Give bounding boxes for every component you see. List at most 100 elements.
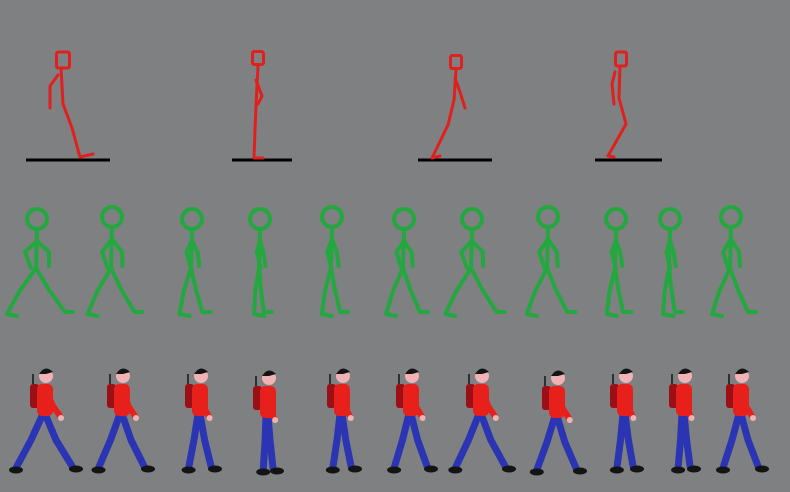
backpack (726, 384, 735, 408)
front-arm (110, 237, 125, 268)
torso (452, 68, 458, 102)
stick-frame-11 (710, 205, 758, 318)
stick-frame-3 (177, 207, 213, 318)
stick-frame-10 (658, 207, 685, 318)
front-leg (196, 410, 215, 470)
arm (682, 387, 694, 419)
arm (409, 387, 425, 419)
key-poses-row (26, 50, 662, 162)
back-leg (390, 410, 413, 472)
hair (735, 368, 749, 374)
hand (688, 415, 695, 421)
arm (555, 389, 572, 421)
arm (43, 387, 63, 419)
front-leg (264, 412, 277, 472)
hair (619, 368, 633, 374)
front-leg (667, 266, 685, 314)
front-arm (470, 239, 486, 268)
backpack (396, 384, 405, 408)
hair (336, 368, 350, 374)
front-shoe (69, 465, 83, 473)
stick-frame-8 (524, 205, 578, 318)
front-shoe (630, 465, 644, 473)
back-leg (533, 412, 559, 474)
back-leg (613, 410, 627, 472)
arm (254, 78, 264, 106)
front-shoe (348, 465, 362, 473)
front-shoe (208, 465, 222, 473)
character-frame-1 (9, 368, 83, 474)
arm (120, 387, 138, 419)
back-leg (443, 266, 473, 318)
hair (39, 368, 53, 374)
key-pose-1 (26, 50, 110, 162)
hand (492, 415, 499, 421)
hair (405, 368, 419, 374)
back-shoe (529, 468, 544, 476)
stick-frame-1 (5, 207, 75, 318)
arm (479, 387, 498, 419)
hand (347, 415, 354, 421)
front-leg (553, 412, 580, 472)
back-leg (719, 410, 743, 472)
back-arm (23, 239, 39, 270)
back-leg (524, 266, 549, 318)
arm (453, 76, 467, 110)
front-leg (728, 266, 758, 314)
front-arm (546, 237, 560, 268)
back-arm (721, 237, 733, 270)
front-shoe (424, 465, 438, 473)
front-leg (329, 266, 351, 314)
back-leg (85, 266, 113, 318)
front-arm (668, 239, 678, 268)
torso (59, 66, 65, 106)
front-leg (118, 410, 148, 470)
front-arm (402, 239, 415, 268)
back-shoe (671, 466, 686, 474)
hair (551, 370, 565, 376)
front-shoe (141, 465, 155, 473)
head (251, 50, 265, 66)
character-frame-8 (529, 370, 587, 476)
arm (610, 70, 617, 106)
front-shoe (573, 467, 587, 475)
torso (401, 227, 406, 270)
stick-frame-4 (248, 207, 274, 318)
hand (630, 415, 637, 421)
hair (262, 370, 276, 376)
front-leg (41, 410, 76, 470)
back-leg (451, 410, 483, 472)
character-frame-11 (716, 368, 769, 474)
front-leg (189, 266, 213, 314)
front-arm (330, 237, 341, 268)
back-arm (184, 239, 194, 270)
key-pose-3 (418, 54, 492, 162)
key-pose-4 (595, 50, 662, 162)
back-leg (661, 266, 676, 318)
character-frame-7 (448, 368, 516, 474)
hand (566, 417, 573, 423)
hand (133, 415, 139, 421)
back-leg (710, 266, 732, 318)
front-leg (401, 266, 430, 314)
torso (728, 225, 733, 270)
torso (469, 227, 474, 270)
back-arm (664, 239, 673, 270)
front-leg (621, 410, 637, 470)
hair (116, 368, 130, 374)
front-shoe (270, 467, 284, 475)
front-shoe (502, 465, 516, 473)
back-leg (604, 266, 619, 318)
hair (194, 368, 208, 374)
back-shoe (91, 466, 106, 474)
back-leg (5, 266, 38, 318)
front-shoe (687, 465, 701, 473)
character-walk-row (9, 368, 769, 476)
front-leg (477, 410, 509, 470)
front-leg (34, 266, 75, 314)
front-arm (190, 239, 202, 268)
leg (61, 102, 95, 159)
arm (340, 387, 353, 419)
character-frame-3 (181, 368, 222, 474)
front-arm (258, 239, 268, 268)
